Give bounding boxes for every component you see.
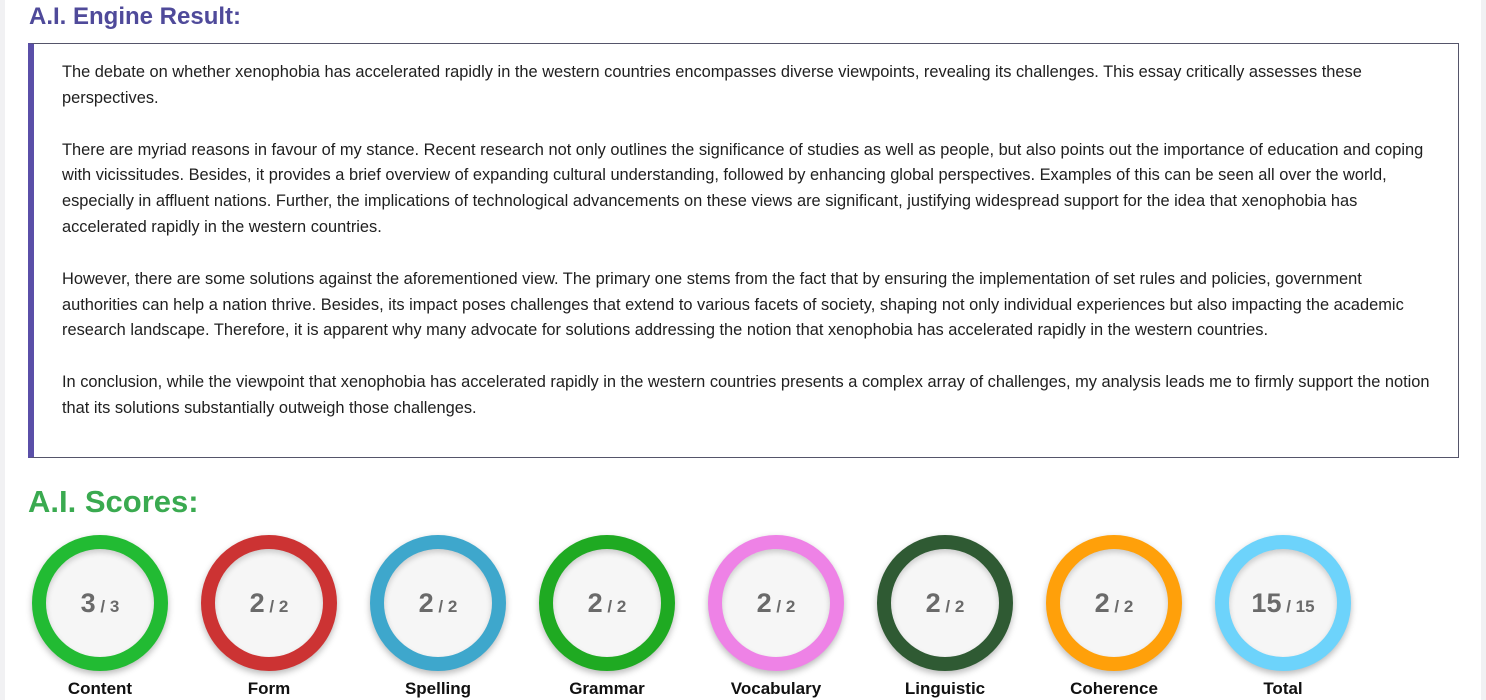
left-margin bbox=[0, 0, 5, 700]
score-label: Coherence bbox=[1070, 679, 1158, 698]
score-value: 15 / 15 bbox=[1251, 587, 1315, 618]
score-ring: 2 / 2 bbox=[539, 535, 675, 671]
score-label: Spelling bbox=[404, 679, 472, 698]
score-label: Linguistic bbox=[904, 679, 986, 698]
score-value: 2 / 2 bbox=[756, 587, 796, 618]
score-value: 2 / 2 bbox=[587, 587, 627, 618]
score-ring: 2 / 2 bbox=[201, 535, 337, 671]
score-form: 2 / 2 Form bbox=[201, 535, 337, 700]
score-content: 3 / 3 Content bbox=[32, 535, 168, 700]
essay-box: The debate on whether xenophobia has acc… bbox=[28, 43, 1459, 458]
score-ring: 2 / 2 bbox=[708, 535, 844, 671]
essay-paragraph-3: However, there are some solutions agains… bbox=[62, 269, 1404, 340]
score-label: Total bbox=[1263, 679, 1303, 698]
score-value: 2 / 2 bbox=[925, 587, 965, 618]
essay-paragraph-1: The debate on whether xenophobia has acc… bbox=[62, 63, 1362, 107]
score-ring: 3 / 3 bbox=[32, 535, 168, 671]
score-spelling: 2 / 2 Spelling bbox=[370, 535, 506, 700]
result-title: A.I. Engine Result: bbox=[29, 3, 242, 30]
score-value: 2 / 2 bbox=[418, 587, 458, 618]
score-coherence: 2 / 2 Coherence bbox=[1046, 535, 1182, 700]
score-ring: 2 / 2 bbox=[877, 535, 1013, 671]
score-grammar: 2 / 2 Grammar bbox=[539, 535, 675, 700]
score-value: 2 / 2 bbox=[1094, 587, 1134, 618]
score-ring: 15 / 15 bbox=[1215, 535, 1351, 671]
score-label: Grammar bbox=[569, 679, 645, 698]
right-margin bbox=[1481, 0, 1486, 700]
score-linguistic: 2 / 2 Linguistic bbox=[877, 535, 1013, 700]
score-ring: 2 / 2 bbox=[370, 535, 506, 671]
score-label: Vocabulary bbox=[730, 679, 822, 698]
score-ring: 2 / 2 bbox=[1046, 535, 1182, 671]
score-total: 15 / 15 Total bbox=[1215, 535, 1351, 700]
score-value: 2 / 2 bbox=[249, 587, 289, 618]
scores-title: A.I. Scores: bbox=[28, 484, 199, 519]
essay-paragraph-2: There are myriad reasons in favour of my… bbox=[62, 140, 1424, 236]
score-label: Content bbox=[67, 679, 133, 698]
score-vocabulary: 2 / 2 Vocabulary bbox=[708, 535, 844, 700]
essay-paragraph-4: In conclusion, while the viewpoint that … bbox=[62, 373, 1430, 417]
score-label: Form bbox=[247, 679, 291, 698]
score-value: 3 / 3 bbox=[80, 587, 120, 618]
